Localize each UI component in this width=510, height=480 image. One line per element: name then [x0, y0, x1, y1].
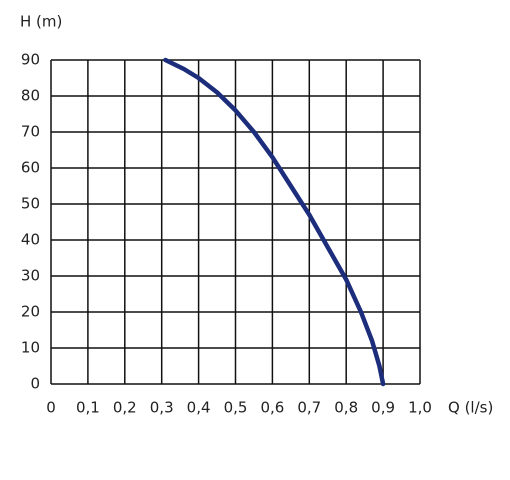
x-axis-label: Q (l/s) — [448, 399, 493, 417]
x-tick-label: 0,6 — [260, 399, 284, 417]
x-tick-label: 0,9 — [371, 399, 395, 417]
y-tick-label: 70 — [21, 123, 40, 141]
y-tick-label: 60 — [21, 159, 40, 177]
x-tick-label: 0,1 — [76, 399, 100, 417]
x-tick-label: 0,8 — [334, 399, 358, 417]
y-tick-label: 20 — [21, 303, 40, 321]
curve — [163, 57, 386, 387]
y-tick-label: 0 — [30, 375, 40, 393]
x-tick-label: 0,4 — [187, 399, 211, 417]
x-tick-label: 0,3 — [150, 399, 174, 417]
y-tick-label: 40 — [21, 231, 40, 249]
x-tick-label: 0,2 — [113, 399, 137, 417]
y-tick-label: 50 — [21, 195, 40, 213]
x-tick-label: 0,7 — [297, 399, 321, 417]
y-tick-label: 10 — [21, 339, 40, 357]
y-tick-label: 90 — [21, 51, 40, 69]
y-tick-label: 80 — [21, 87, 40, 105]
y-tick-label: 30 — [21, 267, 40, 285]
x-tick-label: 0 — [46, 399, 56, 417]
x-tick-label: 0,5 — [224, 399, 248, 417]
x-tick-label: 1,0 — [408, 399, 432, 417]
y-axis-label: H (m) — [20, 13, 62, 31]
